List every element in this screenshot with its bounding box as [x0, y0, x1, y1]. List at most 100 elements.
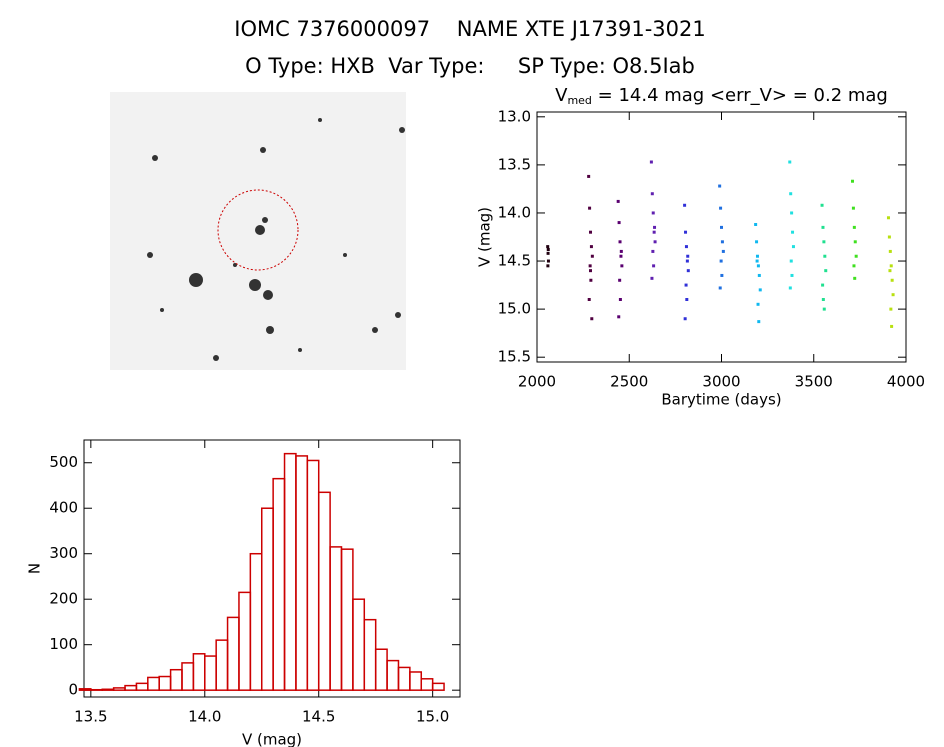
point [589, 269, 593, 273]
point [651, 211, 655, 215]
x-tick-label: 2000 [518, 373, 556, 391]
point [851, 206, 855, 210]
y-tick-label: 14.5 [498, 252, 531, 270]
point [546, 248, 550, 251]
title-main: V [555, 85, 568, 106]
title-subscript: med [567, 94, 591, 107]
point [720, 240, 724, 244]
point [891, 293, 895, 297]
y-axis-label: V (mag) [476, 207, 494, 267]
point [620, 264, 624, 268]
plot-frame [83, 439, 461, 698]
point [683, 317, 687, 321]
point [719, 206, 723, 210]
point [618, 298, 622, 301]
point [720, 273, 724, 277]
point [788, 286, 792, 290]
x-tick-label: 14.5 [302, 708, 335, 726]
bar [340, 548, 354, 691]
point [546, 245, 550, 249]
point [650, 276, 654, 280]
bar [169, 668, 183, 691]
chart-title: Vmed = 14.4 mag <err_V> = 0.2 mag [555, 85, 888, 107]
bar [135, 682, 149, 691]
bar [329, 546, 343, 691]
point [757, 273, 761, 277]
point [850, 179, 854, 183]
point [888, 269, 892, 273]
y-tick-label: 13.0 [498, 107, 531, 125]
bar [204, 655, 217, 691]
point [619, 249, 623, 253]
point [546, 259, 550, 263]
bar [431, 682, 445, 691]
y-tick-label: 200 [49, 590, 78, 608]
point [686, 254, 690, 258]
sky-image [110, 92, 406, 370]
point [821, 283, 825, 287]
point [755, 259, 759, 263]
bar [112, 687, 126, 691]
y-tick-label: 14.0 [498, 203, 531, 221]
bar [352, 598, 366, 691]
point [684, 230, 688, 234]
bar [124, 684, 138, 691]
point [587, 298, 591, 301]
bar [215, 639, 229, 691]
y-tick-label: 0 [68, 681, 78, 699]
point [890, 278, 894, 282]
bar [147, 676, 160, 691]
bar [306, 459, 320, 691]
title-rest: = 14.4 mag <err_V> = 0.2 mag [592, 85, 888, 106]
point [617, 221, 621, 225]
point [822, 307, 826, 311]
bar [260, 507, 274, 691]
point [889, 307, 893, 311]
point [886, 216, 890, 220]
point [790, 211, 794, 215]
bar [386, 659, 400, 691]
point [756, 264, 760, 268]
point [684, 245, 688, 249]
x-tick-label: 15.0 [416, 708, 449, 726]
point [718, 184, 722, 188]
point [589, 245, 593, 249]
point [821, 298, 825, 301]
bar [317, 491, 331, 691]
bar [363, 618, 377, 691]
point [619, 254, 623, 258]
point [686, 269, 690, 273]
point [853, 276, 857, 280]
bar [272, 477, 286, 691]
stars [147, 118, 405, 361]
x-tick-label: 3000 [702, 373, 740, 391]
bar [192, 653, 206, 691]
point [685, 298, 689, 301]
point [589, 230, 593, 234]
bar [78, 688, 92, 691]
point [650, 192, 654, 196]
point [720, 225, 723, 229]
y-tick-label: 400 [49, 499, 78, 517]
bar [181, 662, 195, 691]
bar [283, 452, 297, 691]
point [618, 240, 622, 244]
y-tick-label: 500 [49, 453, 78, 471]
y-tick-label: 100 [49, 635, 78, 653]
point [653, 225, 657, 229]
point [546, 251, 550, 255]
point [890, 324, 894, 328]
page-subtitle: O Type: HXB Var Type: SP Type: O8.5Iab [245, 54, 695, 78]
point [852, 264, 856, 268]
point [755, 254, 759, 258]
bar [295, 455, 309, 691]
y-axis-label: N [26, 563, 44, 574]
point [820, 203, 824, 207]
point [790, 273, 794, 277]
point [590, 317, 594, 321]
x-tick-label: 14.0 [188, 708, 221, 726]
point [652, 230, 656, 234]
point [718, 286, 722, 290]
bar [409, 671, 423, 691]
bar [158, 675, 172, 691]
